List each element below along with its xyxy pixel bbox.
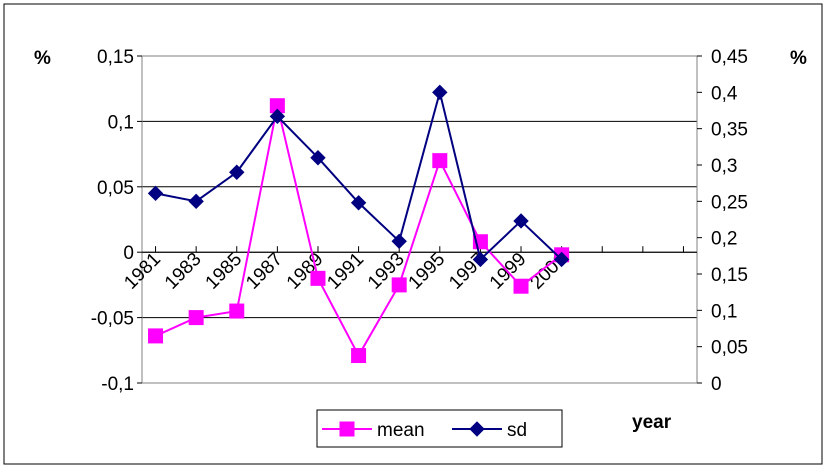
left-tick-label: -0,1 — [101, 374, 134, 395]
series-layer — [147, 84, 570, 364]
series-sd — [147, 84, 570, 268]
left-tick-label: 0,05 — [97, 178, 134, 199]
right-tick-label: 0,3 — [711, 156, 737, 177]
data-point-sd — [147, 185, 164, 202]
data-point-mean — [310, 270, 326, 286]
x-axis-title: year — [632, 412, 672, 433]
right-axis-unit-label: % — [790, 48, 807, 69]
data-point-sd — [310, 150, 326, 166]
data-point-mean — [188, 310, 204, 326]
data-point-mean — [513, 278, 529, 294]
data-point-sd — [553, 251, 570, 268]
data-point-sd — [188, 193, 204, 210]
data-point-sd — [391, 233, 407, 250]
legend: mean sd — [316, 409, 563, 448]
legend-entry-sd: sd — [452, 420, 527, 441]
right-tick-label: 0,4 — [711, 83, 738, 104]
right-tick-label: 0,2 — [711, 229, 737, 250]
legend-marker — [339, 421, 355, 437]
data-point-sd — [269, 108, 286, 125]
data-point-mean — [351, 348, 367, 364]
legend-label: mean — [377, 420, 425, 441]
left-axis-unit-label: % — [34, 48, 51, 69]
data-point-mean — [391, 277, 407, 293]
data-point-mean — [229, 303, 245, 319]
data-point-mean — [432, 153, 448, 169]
legend-label: sd — [507, 420, 527, 441]
data-point-sd — [432, 84, 448, 101]
legend-marker — [469, 421, 485, 437]
right-axis-ticks: 0 0,05 0,1 0,15 0,2 0,25 0,3 0,35 0,4 0,45 — [697, 47, 748, 395]
right-tick-label: 0,25 — [711, 192, 748, 213]
legend-entry-mean: mean — [322, 420, 425, 441]
right-tick-label: 0,45 — [711, 47, 748, 68]
data-point-sd — [229, 164, 245, 180]
chart-border — [3, 3, 823, 465]
left-tick-label: 0,1 — [108, 112, 134, 133]
data-point-sd — [513, 213, 529, 229]
left-tick-label: 0 — [123, 243, 134, 264]
data-point-sd — [472, 251, 489, 268]
left-axis-ticks: -0,1 -0,05 0 0,05 0,1 0,15 — [91, 47, 142, 395]
left-tick-label: -0,05 — [91, 309, 134, 330]
plot-area-border — [141, 55, 698, 384]
right-tick-label: 0,15 — [711, 265, 748, 286]
right-tick-label: 0 — [711, 374, 722, 395]
right-tick-label: 0,35 — [711, 120, 748, 141]
right-tick-label: 0,1 — [711, 301, 737, 322]
data-point-mean — [148, 328, 164, 344]
data-point-sd — [350, 195, 367, 211]
right-tick-label: 0,05 — [711, 338, 748, 359]
left-tick-label: 0,15 — [97, 47, 134, 68]
